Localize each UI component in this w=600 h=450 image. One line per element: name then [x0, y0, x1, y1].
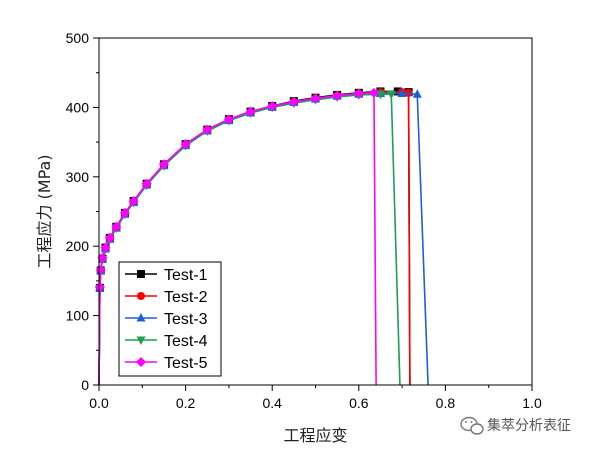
data-point — [180, 139, 191, 150]
data-point — [97, 252, 108, 263]
x-axis-title: 工程应变 — [283, 426, 347, 445]
data-point — [386, 90, 396, 100]
data-point — [128, 196, 139, 207]
data-point — [368, 87, 379, 98]
data-point — [202, 124, 213, 135]
y-tick-label: 300 — [66, 169, 90, 185]
y-tick-label: 0 — [81, 377, 89, 393]
ticks-layer: 0.0 0.2 0.4 0.6 0.8 1.0 0 100 200 300 400 500 — [66, 30, 542, 411]
data-point — [119, 207, 130, 218]
watermark-text: 集萃分析表征 — [487, 417, 571, 434]
data-point — [397, 88, 407, 98]
legend-entry: Test-4 — [125, 333, 208, 350]
data-point — [245, 106, 256, 117]
legend-marker — [136, 336, 146, 345]
legend-label: Test-5 — [164, 355, 208, 372]
legend-label: Test-3 — [164, 311, 208, 328]
legend-entry: Test-1 — [125, 267, 208, 284]
marks-layer — [94, 87, 429, 386]
x-tick-label: 0.6 — [349, 395, 369, 411]
legend-marker — [136, 313, 146, 322]
series-line — [98, 92, 377, 386]
legend-marker — [137, 292, 145, 300]
legend-label: Test-1 — [164, 267, 208, 284]
data-point — [94, 282, 105, 293]
watermark: 集萃分析表征 — [460, 416, 571, 435]
data-point — [95, 264, 106, 275]
data-point — [310, 93, 321, 104]
data-point — [353, 88, 364, 99]
data-point — [223, 114, 234, 125]
legend-entry: Test-3 — [125, 311, 208, 328]
x-tick-label: 0.4 — [262, 395, 282, 411]
y-axis-title: 工程应力 (MPa) — [35, 154, 54, 268]
y-tick-label: 100 — [66, 308, 90, 324]
legend: Test-1 Test-2 Test-3 Test-4 Test-5 — [118, 261, 222, 377]
data-point — [267, 101, 278, 112]
y-tick-label: 200 — [66, 238, 90, 254]
legend-label: Test-2 — [164, 289, 208, 306]
series-test-5 — [94, 87, 379, 386]
x-tick-label: 0.0 — [89, 395, 109, 411]
legend-box — [118, 261, 222, 377]
x-tick-label: 0.2 — [176, 395, 196, 411]
data-point — [141, 178, 152, 189]
data-point — [100, 242, 111, 253]
wechat-icon — [460, 416, 484, 435]
legend-entry: Test-5 — [125, 355, 208, 372]
x-tick-label: 1.0 — [522, 395, 542, 411]
y-tick-label: 400 — [66, 99, 90, 115]
data-point — [412, 89, 422, 98]
legend-label: Test-4 — [164, 333, 208, 350]
data-point — [404, 88, 413, 97]
data-point — [158, 159, 169, 170]
legend-entry: Test-2 — [125, 289, 208, 306]
legend-marker — [137, 270, 145, 278]
y-tick-label: 500 — [66, 30, 90, 46]
data-point — [332, 90, 343, 101]
x-tick-label: 0.8 — [436, 395, 456, 411]
data-point — [288, 96, 299, 107]
data-point — [111, 221, 122, 232]
legend-marker — [136, 357, 146, 367]
data-point — [104, 232, 115, 243]
